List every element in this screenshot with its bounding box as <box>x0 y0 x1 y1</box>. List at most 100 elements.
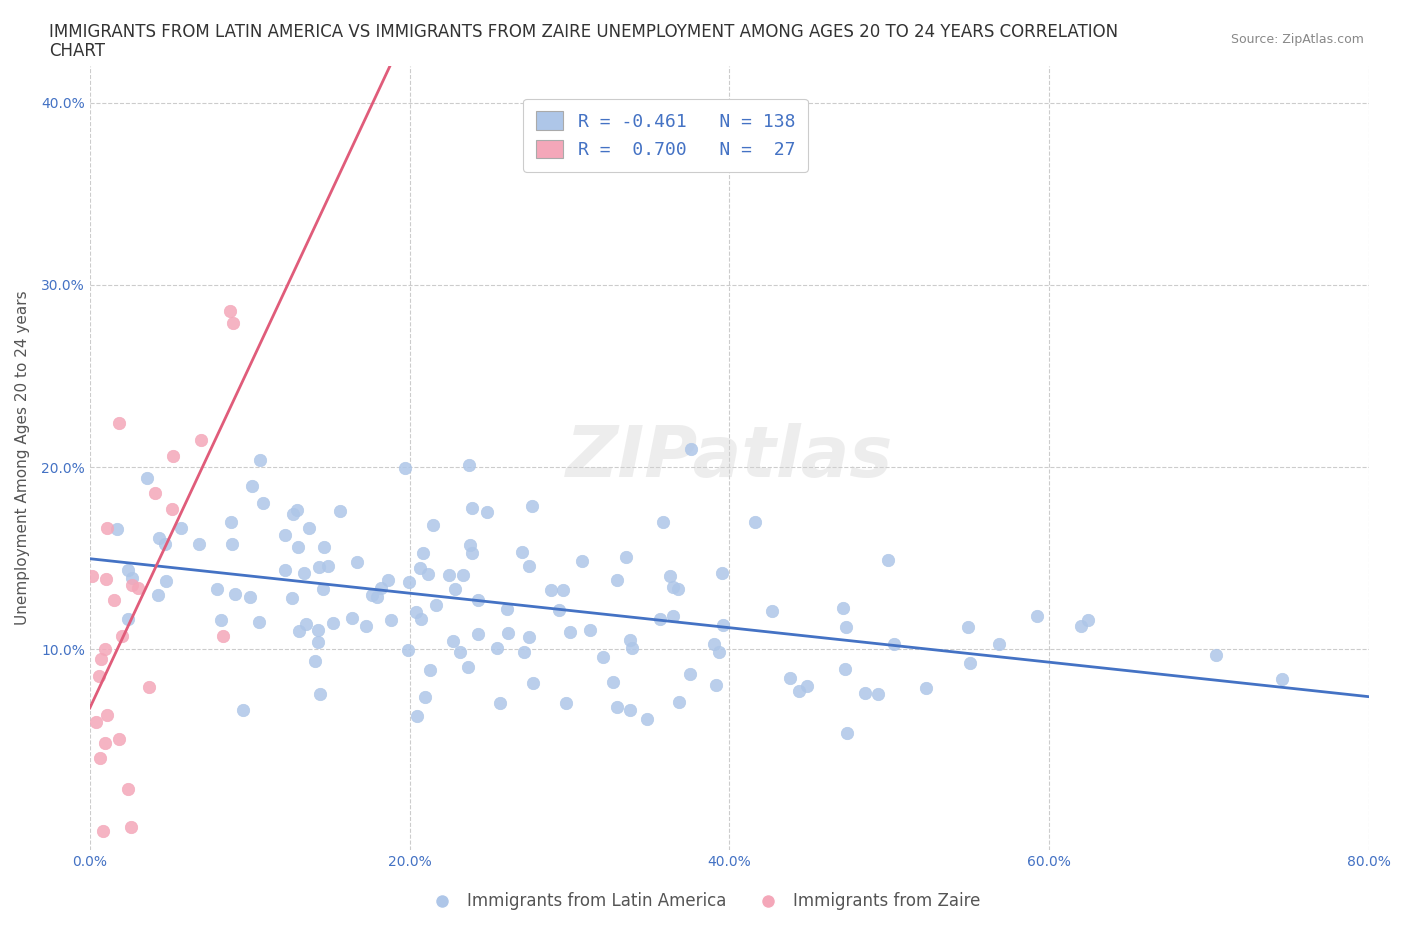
Point <box>307 634 329 649</box>
Point <box>425 598 447 613</box>
Point <box>366 590 388 604</box>
Point <box>711 565 734 580</box>
Point <box>406 709 429 724</box>
Point <box>252 496 274 511</box>
Point <box>380 613 402 628</box>
Point <box>988 636 1011 651</box>
Point <box>517 559 540 574</box>
Point <box>308 686 330 701</box>
Point <box>239 590 262 604</box>
Point <box>240 479 263 494</box>
Point <box>354 618 377 633</box>
Point <box>314 539 336 554</box>
Point <box>153 537 176 551</box>
Point <box>744 514 766 529</box>
Point <box>107 731 129 746</box>
Point <box>136 471 159 485</box>
Point <box>558 625 581 640</box>
Point <box>796 679 818 694</box>
Point <box>249 453 271 468</box>
Text: CHART: CHART <box>49 42 105 60</box>
Point <box>398 575 420 590</box>
Point <box>162 448 184 463</box>
Point <box>461 545 484 560</box>
Point <box>377 573 399 588</box>
Point <box>832 601 855 616</box>
Point <box>298 521 321 536</box>
Point <box>105 522 128 537</box>
Point <box>219 304 242 319</box>
Point <box>477 505 499 520</box>
Point <box>121 578 143 592</box>
Point <box>312 581 335 596</box>
Point <box>443 633 465 648</box>
Point <box>205 581 228 596</box>
Point <box>342 611 364 626</box>
Point <box>308 559 330 574</box>
Point <box>304 654 326 669</box>
Point <box>316 559 339 574</box>
Point <box>96 521 118 536</box>
Point <box>412 546 434 561</box>
Point <box>636 711 658 726</box>
Point <box>648 611 671 626</box>
Point <box>522 676 544 691</box>
Point <box>274 528 297 543</box>
Point <box>451 568 474 583</box>
Point <box>835 620 858 635</box>
Point <box>520 498 543 513</box>
Point <box>883 636 905 651</box>
Point <box>117 611 139 626</box>
Point <box>834 661 856 676</box>
Point <box>224 587 246 602</box>
Point <box>117 562 139 577</box>
Point <box>679 667 702 682</box>
Text: Source: ZipAtlas.com: Source: ZipAtlas.com <box>1230 33 1364 46</box>
Point <box>370 580 392 595</box>
Point <box>457 458 479 472</box>
Point <box>517 630 540 644</box>
Point <box>221 537 243 551</box>
Point <box>188 537 211 551</box>
Point <box>120 819 142 834</box>
Point <box>287 539 309 554</box>
Point <box>510 544 533 559</box>
Point <box>283 507 305 522</box>
Point <box>409 560 432 575</box>
Point <box>143 485 166 500</box>
Text: IMMIGRANTS FROM LATIN AMERICA VS IMMIGRANTS FROM ZAIRE UNEMPLOYMENT AMONG AGES 2: IMMIGRANTS FROM LATIN AMERICA VS IMMIGRA… <box>49 23 1118 41</box>
Point <box>555 696 578 711</box>
Point <box>138 679 160 694</box>
Point <box>405 604 427 619</box>
Point <box>249 615 271 630</box>
Point <box>711 618 734 632</box>
Point <box>662 608 685 623</box>
Point <box>1077 613 1099 628</box>
Point <box>96 708 118 723</box>
Point <box>346 555 368 570</box>
Point <box>111 629 134 644</box>
Point <box>571 553 593 568</box>
Point <box>460 538 482 552</box>
Point <box>866 686 889 701</box>
Point <box>444 582 467 597</box>
Point <box>666 582 689 597</box>
Point <box>155 573 177 588</box>
Point <box>460 500 482 515</box>
Point <box>222 315 245 330</box>
Point <box>835 725 858 740</box>
Point <box>1205 648 1227 663</box>
Point <box>292 565 315 580</box>
Point <box>419 662 441 677</box>
Point <box>322 616 344 631</box>
Point <box>209 613 232 628</box>
Point <box>621 641 644 656</box>
Point <box>449 644 471 659</box>
Point <box>915 681 938 696</box>
Point <box>540 583 562 598</box>
Point <box>668 695 690 710</box>
Point <box>121 571 143 586</box>
Point <box>489 696 512 711</box>
Point <box>619 632 641 647</box>
Point <box>127 581 149 596</box>
